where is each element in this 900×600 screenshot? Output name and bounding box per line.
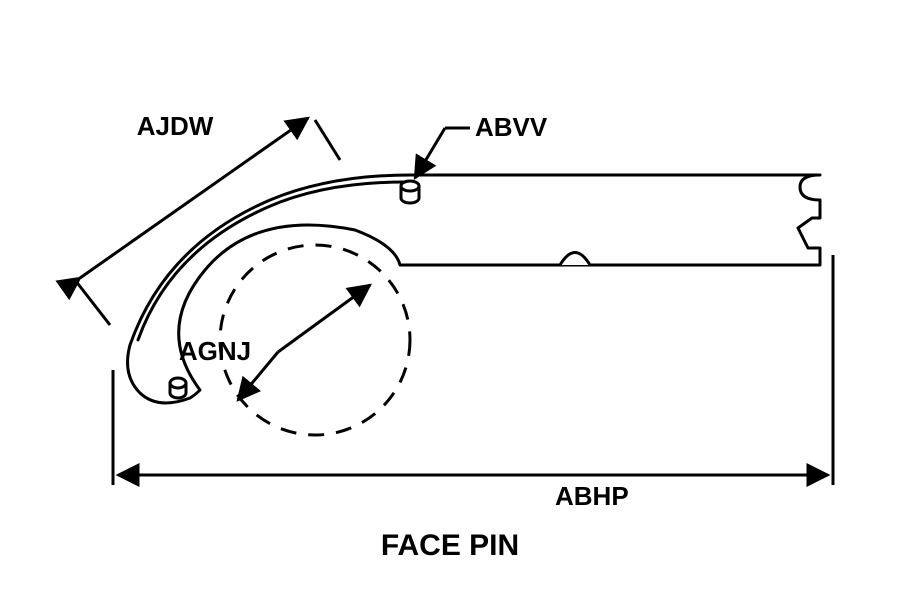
diagram-title: FACE PIN	[381, 529, 519, 562]
spanner-body	[128, 175, 820, 403]
pin-hook	[170, 378, 186, 398]
label-agnj: AGNJ	[179, 336, 251, 366]
dimension-ajdw	[75, 118, 340, 325]
pin-top	[401, 181, 419, 203]
label-ajdw: AJDW	[137, 111, 214, 141]
label-abvv: ABVV	[475, 112, 548, 142]
label-abhp: ABHP	[555, 481, 629, 511]
leader-abvv	[415, 128, 470, 178]
dimension-abhp	[113, 255, 833, 485]
leader-agnj	[238, 285, 370, 400]
